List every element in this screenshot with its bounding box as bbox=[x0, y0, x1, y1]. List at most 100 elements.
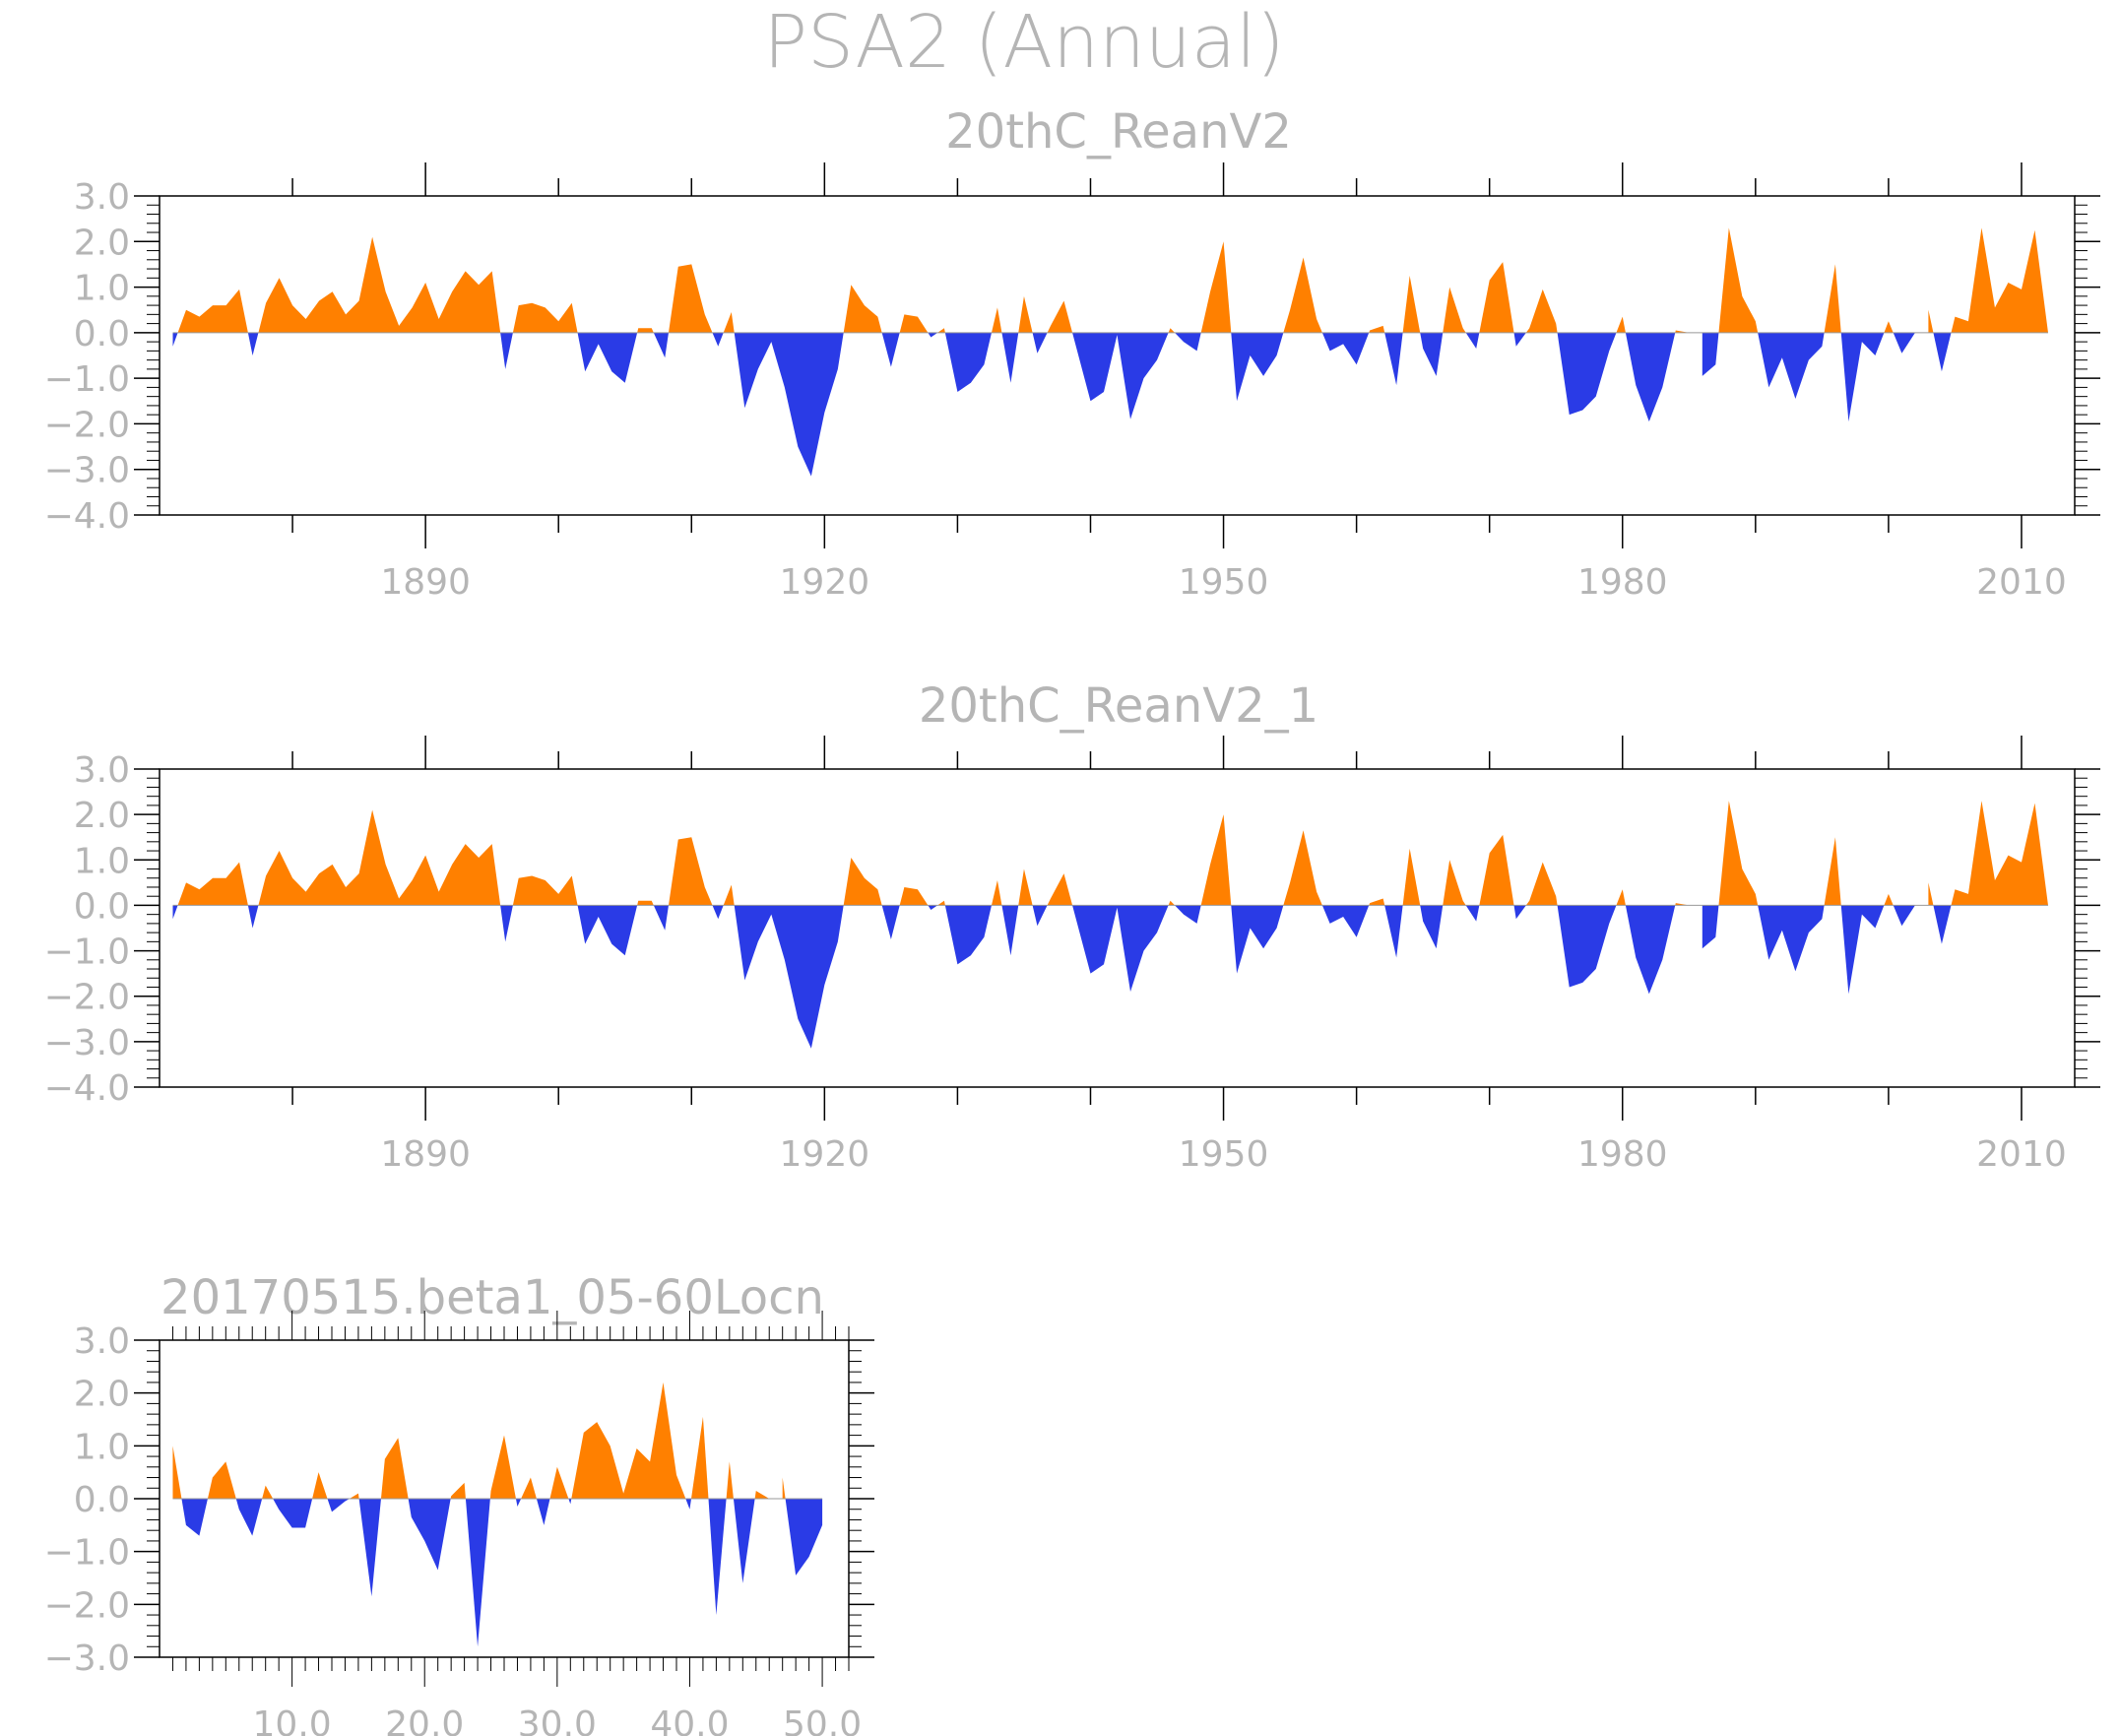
negative-anomaly-area bbox=[1702, 905, 1719, 949]
positive-anomaly-area bbox=[1951, 227, 2048, 333]
negative-anomaly-area bbox=[1893, 905, 1915, 927]
negative-anomaly-area bbox=[1933, 332, 1952, 372]
positive-anomaly-area bbox=[1047, 873, 1073, 906]
positive-anomaly-area bbox=[1443, 287, 1466, 333]
positive-anomaly-area bbox=[726, 1461, 734, 1499]
panel-title: 20thC_ReanV2 bbox=[945, 104, 1292, 160]
positive-anomaly-area bbox=[262, 1485, 274, 1499]
positive-anomaly-area bbox=[1402, 848, 1421, 906]
negative-anomaly-area bbox=[1072, 905, 1169, 993]
positive-anomaly-area bbox=[843, 857, 882, 906]
positive-anomaly-area bbox=[312, 1472, 328, 1499]
plot-frame bbox=[159, 195, 2076, 516]
y-tick-label: −1.0 bbox=[44, 1533, 130, 1574]
negative-anomaly-area bbox=[1420, 332, 1444, 376]
positive-anomaly-area bbox=[172, 1446, 182, 1499]
y-tick-label: 0.0 bbox=[74, 1480, 130, 1520]
y-tick-label: −3.0 bbox=[44, 1639, 130, 1679]
negative-anomaly-area bbox=[653, 905, 669, 931]
panel-20thc-reanv2-1: 20thC_ReanV2_1 3.0 2.0 1.0 0.0 −1.0 −2.0 −3.0 −… bbox=[44, 678, 2100, 1175]
positive-anomaly-area bbox=[1824, 264, 1841, 333]
positive-anomaly-area bbox=[177, 289, 248, 333]
positive-anomaly-area bbox=[1928, 309, 1934, 333]
y-tick-label: 1.0 bbox=[74, 269, 130, 309]
negative-anomaly-area bbox=[1231, 905, 1284, 974]
positive-anomaly-area bbox=[1951, 801, 2048, 906]
y-tick-label: 2.0 bbox=[74, 223, 130, 263]
y-tick-label: 3.0 bbox=[74, 750, 130, 791]
negative-anomaly-area bbox=[247, 905, 259, 929]
negative-anomaly-area bbox=[1231, 332, 1284, 402]
negative-anomaly-area bbox=[1933, 905, 1952, 944]
x-tick-label: 20.0 bbox=[385, 1704, 464, 1736]
negative-anomaly-area bbox=[408, 1499, 451, 1571]
y-tick-label: 1.0 bbox=[74, 1427, 130, 1467]
negative-anomaly-area bbox=[1465, 332, 1480, 350]
x-tick-label: 10.0 bbox=[253, 1704, 332, 1736]
positive-anomaly-area bbox=[1718, 227, 1759, 333]
series-area bbox=[172, 227, 2048, 477]
y-tick-label: 0.0 bbox=[74, 314, 130, 354]
negative-anomaly-area bbox=[1702, 332, 1719, 376]
negative-anomaly-area bbox=[1557, 905, 1617, 988]
positive-anomaly-area bbox=[1479, 834, 1514, 906]
negative-anomaly-area bbox=[327, 1499, 350, 1512]
positive-anomaly-area bbox=[512, 302, 578, 333]
negative-anomaly-area bbox=[712, 905, 724, 920]
negative-anomaly-area bbox=[536, 1499, 550, 1525]
x-tick-label: 1920 bbox=[780, 562, 870, 603]
negative-anomaly-area bbox=[577, 905, 638, 956]
negative-anomaly-area bbox=[465, 1499, 490, 1647]
x-tick-label: 50.0 bbox=[783, 1704, 862, 1736]
negative-anomaly-area bbox=[577, 332, 638, 383]
panel-title: 20170515.beta1_05-60Locn bbox=[161, 1270, 824, 1325]
negative-anomaly-area bbox=[500, 905, 513, 942]
negative-anomaly-area bbox=[712, 332, 724, 347]
negative-anomaly-area bbox=[1625, 332, 1676, 422]
negative-anomaly-area bbox=[708, 1499, 727, 1616]
x-tick-label: 30.0 bbox=[518, 1704, 597, 1736]
positive-anomaly-area bbox=[899, 886, 929, 906]
y-tick-label: −3.0 bbox=[44, 451, 130, 491]
positive-anomaly-area bbox=[637, 900, 654, 906]
positive-anomaly-area bbox=[489, 1435, 516, 1499]
positive-anomaly-area bbox=[1718, 801, 1759, 906]
negative-anomaly-area bbox=[1840, 905, 1885, 995]
positive-anomaly-area bbox=[1168, 900, 1176, 906]
y-tick-label: −4.0 bbox=[44, 496, 130, 537]
negative-anomaly-area bbox=[1465, 905, 1480, 922]
panel-beta1-locn: 20170515.beta1_05-60Locn 3.0 2.0 1.0 0.0 −1.… bbox=[44, 1270, 874, 1736]
negative-anomaly-area bbox=[944, 332, 992, 393]
y-tick-label: −2.0 bbox=[44, 1585, 130, 1626]
positive-anomaly-area bbox=[1525, 289, 1558, 333]
negative-anomaly-area bbox=[1001, 332, 1019, 383]
positive-anomaly-area bbox=[1675, 903, 1690, 906]
positive-anomaly-area bbox=[754, 1490, 770, 1499]
positive-anomaly-area bbox=[1047, 300, 1073, 333]
negative-anomaly-area bbox=[881, 332, 900, 367]
series-area bbox=[172, 801, 2048, 1049]
positive-anomaly-area bbox=[258, 809, 501, 906]
negative-anomaly-area bbox=[235, 1499, 263, 1536]
negative-anomaly-area bbox=[881, 905, 900, 940]
positive-anomaly-area bbox=[1369, 325, 1385, 333]
positive-anomaly-area bbox=[991, 307, 1002, 333]
negative-anomaly-area bbox=[1032, 905, 1048, 927]
x-tick-label: 1890 bbox=[380, 562, 471, 603]
positive-anomaly-area bbox=[668, 264, 713, 333]
y-tick-label: −1.0 bbox=[44, 359, 130, 400]
positive-anomaly-area bbox=[1369, 898, 1385, 906]
positive-anomaly-area bbox=[1200, 241, 1232, 333]
negative-anomaly-area bbox=[1032, 332, 1048, 354]
y-tick-label: 2.0 bbox=[74, 1375, 130, 1415]
negative-anomaly-area bbox=[1513, 905, 1526, 920]
x-tick-label: 2010 bbox=[1976, 1134, 2067, 1175]
y-tick-label: 1.0 bbox=[74, 841, 130, 881]
negative-anomaly-area bbox=[181, 1499, 208, 1536]
negative-anomaly-area bbox=[500, 332, 513, 369]
x-tick-label: 1950 bbox=[1179, 562, 1269, 603]
negative-anomaly-area bbox=[734, 905, 844, 1049]
positive-anomaly-area bbox=[1443, 860, 1466, 906]
positive-anomaly-area bbox=[1283, 830, 1322, 906]
